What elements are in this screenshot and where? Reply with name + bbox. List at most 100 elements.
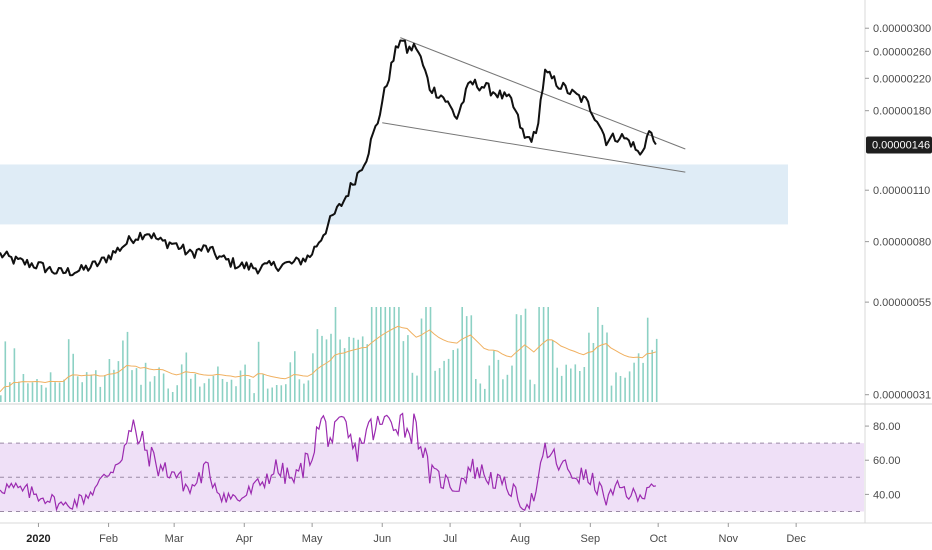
last-price-badge: 0.00000146 [866,136,932,154]
volume-bar [81,382,83,402]
volume-bar [162,373,165,402]
volume-bar [85,372,88,402]
volume-bar [271,387,273,402]
price-tick-label: 0.00000260 [873,46,931,58]
volume-bar [615,372,617,402]
volume-ma [0,325,657,393]
volume-bar [244,364,246,402]
volume-bar [230,379,233,402]
volume-bar [13,348,16,402]
volume-bar [570,368,572,402]
volume-bar [104,375,106,402]
volume-bar [253,393,255,402]
volume-bar [153,376,156,402]
volume-bar [583,367,586,402]
volume-bar [203,383,206,402]
volume-bar [533,384,536,402]
support-zone-rect-0 [0,164,788,225]
volume-bar [221,379,224,402]
volume-bar [180,364,183,402]
volume-bar [226,381,228,402]
volume-bar [538,307,540,402]
volume-bar [456,348,459,402]
last-price-label: 0.00000146 [872,139,930,151]
volume-bar [425,307,427,402]
volume-bar [588,332,590,402]
volume-bar [257,341,260,402]
volume-bar [298,379,301,402]
volume-bar [289,362,292,402]
volume-bar [574,364,577,402]
volume-bar [348,336,350,402]
volume-bar [357,339,359,402]
volume-bar [443,360,445,402]
volume-bar [95,370,97,402]
price-axis: 0.00000300 0.00000260 0.00000220 0.00000180… [865,23,931,402]
time-tick-label: 2020 [26,533,50,545]
volume-bar [389,307,391,402]
volume-bar [149,381,151,402]
volume-bar [190,378,192,402]
volume-bar [58,382,61,402]
axis-background [865,0,932,550]
volume-bar [502,379,504,402]
volume-bar [579,371,581,402]
volume-bar [144,362,147,402]
volume-bar [171,392,174,402]
volume-bar [248,379,251,402]
time-tick-label: Sep [581,533,601,545]
volume-bar [642,362,644,402]
volume-bar [402,341,405,402]
volume-bar [135,368,138,402]
volume-bar [542,307,545,402]
volume-bar [520,315,522,402]
volume-bar [321,335,323,402]
price-tick-label: 0.00000031 [873,390,931,402]
price-tick-label: 0.00000300 [873,23,931,35]
volume-bar [565,364,567,402]
volume-bar [275,385,278,402]
volume-bar [646,317,649,402]
volume-bar [27,383,29,402]
volume-bar [479,383,482,402]
volume-bar [239,370,242,402]
volume-bar [493,350,495,402]
volume-bar [45,387,47,402]
volume-bar [529,379,531,402]
time-tick-label: Nov [719,533,739,545]
volume-bar [380,307,382,402]
volume-bar [176,385,178,402]
volume-bar [524,308,527,402]
volume-bar [262,374,264,402]
volume-bar [212,375,215,402]
volume-bar [343,348,346,402]
volume-bar [108,359,111,402]
volume-bar [131,370,133,402]
volume-bar [624,377,626,402]
volume-bar [72,353,74,402]
price-line [0,39,657,277]
volume-bar [515,314,518,402]
volume-bar [470,315,473,402]
volume-bar [411,372,414,402]
volume-bar [330,333,332,402]
time-tick-label: Oct [650,533,667,545]
volume-bar [370,307,373,402]
rsi-axis: 80.00 60.00 40.00 [865,421,901,501]
volume-bar [199,386,201,402]
rsi-panel [0,412,864,512]
time-tick-label: Jul [443,533,457,545]
rsi-tick-label: 80.00 [873,421,901,433]
volume-bar [208,378,210,402]
volume-bar [235,386,237,402]
volume-bars [0,307,658,402]
volume-bar [610,385,613,402]
volume-bar [447,358,450,402]
volume-bar [303,383,305,402]
time-axis: 2020 Feb Mar Apr May Jun Jul Aug Sep Oct Nov Dec [26,523,806,545]
volume-bar [217,366,219,402]
volume-bar [63,379,65,402]
volume-bar [438,368,441,402]
volume-bar [484,388,486,402]
volume-bar [325,339,328,402]
